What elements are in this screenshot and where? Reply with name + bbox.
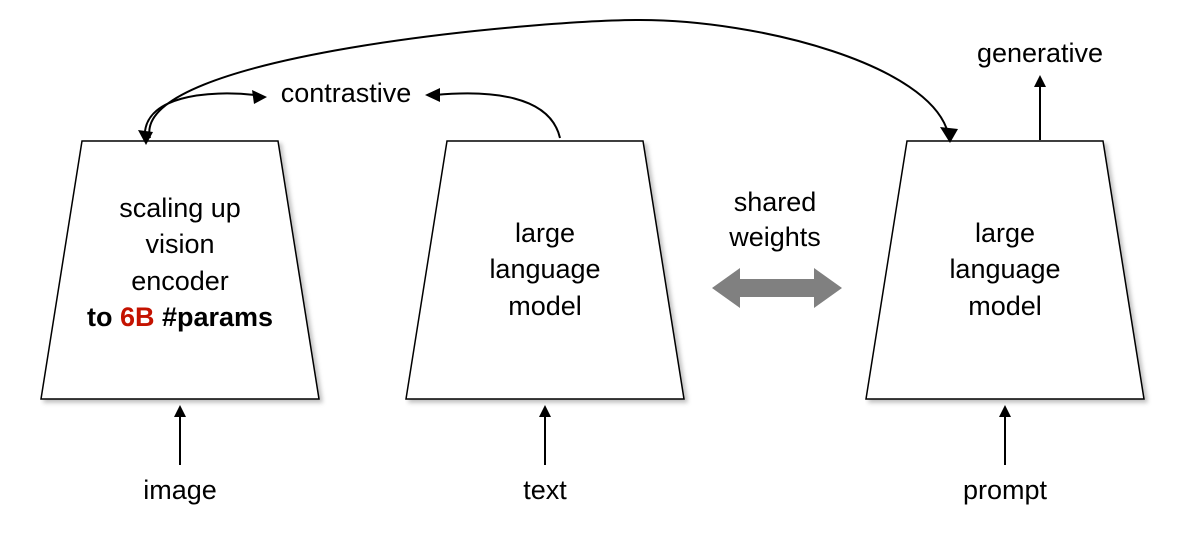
- lm1-line-2: model: [405, 288, 685, 324]
- vision-line-2: encoder: [40, 263, 320, 299]
- lm1-line-1: language: [405, 251, 685, 287]
- lm1-line-0: large: [405, 215, 685, 251]
- shared-weights-arrow: [712, 265, 842, 311]
- lm2-line-2: model: [865, 288, 1145, 324]
- shared-weights-label: shared weights: [695, 185, 855, 255]
- shared-line-0: shared: [695, 185, 855, 220]
- vision-line-1: vision: [40, 226, 320, 262]
- lm2-line-0: large: [865, 215, 1145, 251]
- vision-encoder-label: scaling up vision encoder to 6B #params: [40, 190, 320, 336]
- diagram-canvas: scaling up vision encoder to 6B #params …: [0, 0, 1186, 548]
- prompt-input-arrow: [995, 405, 1015, 465]
- text-input-arrow: [535, 405, 555, 465]
- generative-label: generative: [940, 38, 1140, 69]
- lm2-line-1: language: [865, 251, 1145, 287]
- generative-output-arrow: [1030, 75, 1050, 140]
- vision-bold-pre: to: [87, 302, 120, 332]
- vision-line-bold: to 6B #params: [40, 299, 320, 335]
- image-input-label: image: [80, 475, 280, 506]
- vision-to-lm2-curve: [140, 15, 970, 145]
- shared-line-1: weights: [695, 220, 855, 255]
- language-model-1-label: large language model: [405, 215, 685, 324]
- image-input-arrow: [170, 405, 190, 465]
- text-input-label: text: [445, 475, 645, 506]
- vision-line-0: scaling up: [40, 190, 320, 226]
- language-model-2-label: large language model: [865, 215, 1145, 324]
- vision-bold-post: #params: [154, 302, 273, 332]
- vision-bold-red: 6B: [120, 302, 155, 332]
- prompt-input-label: prompt: [905, 475, 1105, 506]
